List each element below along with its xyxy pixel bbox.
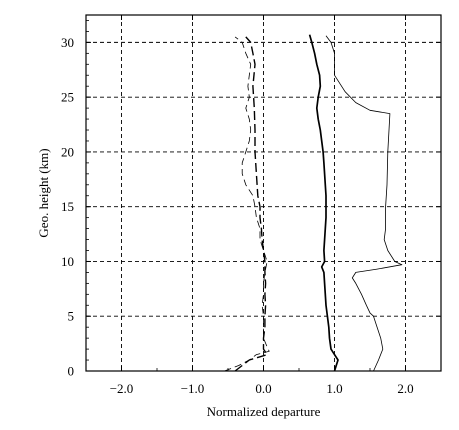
x-tick-label: −1.0	[181, 381, 205, 396]
y-tick-label: 10	[61, 254, 74, 269]
y-tick-label: 5	[68, 309, 75, 324]
y-tick-label: 20	[61, 144, 74, 159]
x-tick-label: 0.0	[255, 381, 271, 396]
x-tick-label: 2.0	[397, 381, 413, 396]
series-line-thick-solid	[308, 34, 339, 372]
series-line-thin-dashed	[224, 36, 270, 372]
y-tick-label: 0	[68, 364, 75, 379]
series-group	[224, 34, 403, 372]
y-tick-label: 15	[61, 199, 74, 214]
grid	[86, 15, 441, 371]
y-tick-label: 25	[61, 90, 74, 105]
series-line-thin-solid	[325, 35, 403, 372]
y-tick-label: 30	[61, 35, 74, 50]
x-tick-label: 1.0	[326, 381, 342, 396]
series-line-thick-dashed	[234, 36, 268, 372]
x-tick-label: −2.0	[110, 381, 134, 396]
ticks: −2.0 −1.0 0.0 1.0 2.0 0 5 10 15 20 25 30	[61, 15, 442, 396]
x-axis-title: Normalized departure	[207, 404, 321, 419]
y-axis-title: Geo. height (km)	[36, 148, 51, 237]
